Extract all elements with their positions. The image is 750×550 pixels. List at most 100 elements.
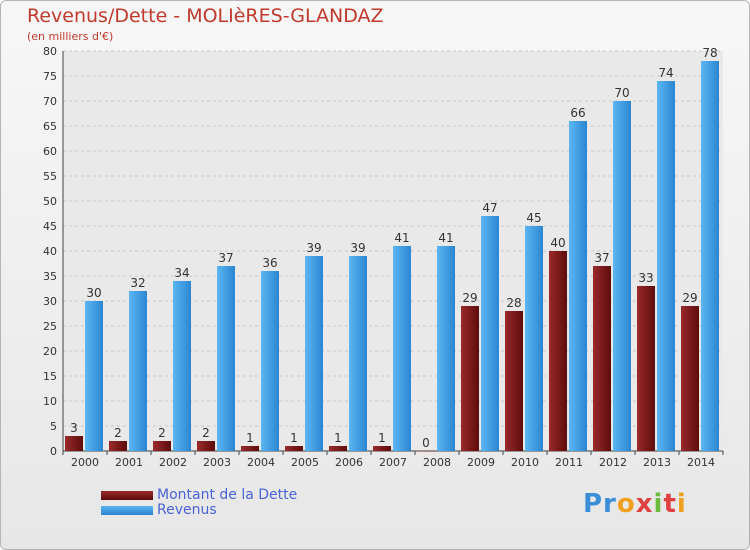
bar-revenus [129,291,147,451]
legend-swatch-dette [101,490,153,500]
data-label-revenus: 39 [350,241,365,255]
x-tick-label: 2013 [643,456,671,469]
data-label-revenus: 70 [614,86,629,100]
data-label-revenus: 78 [702,46,717,60]
bar-revenus [525,226,543,451]
y-tick-label: 70 [43,95,57,108]
y-tick-label: 30 [43,295,57,308]
bar-dette [637,286,655,451]
x-tick-label: 2000 [71,456,99,469]
y-tick-label: 35 [43,270,57,283]
x-tick-label: 2014 [687,456,715,469]
chart-subtitle: (en milliers d'€) [27,30,114,43]
data-label-revenus: 36 [262,256,277,270]
y-tick-label: 20 [43,345,57,358]
x-tick-label: 2001 [115,456,143,469]
bar-dette [285,446,303,451]
bar-dette [153,441,171,451]
y-tick-label: 40 [43,245,57,258]
x-tick-label: 2005 [291,456,319,469]
data-label-dette: 33 [638,271,653,285]
bar-dette [109,441,127,451]
data-label-revenus: 47 [482,201,497,215]
data-label-dette: 37 [594,251,609,265]
data-label-revenus: 37 [218,251,233,265]
y-tick-label: 65 [43,120,57,133]
bar-dette [461,306,479,451]
y-tick-label: 0 [50,445,57,458]
y-tick-label: 10 [43,395,57,408]
bar-revenus [393,246,411,451]
bar-revenus [701,61,719,451]
bar-dette [505,311,523,451]
chart-title: Revenus/Dette - MOLIèRES-GLANDAZ [27,5,384,27]
y-tick-label: 80 [43,45,57,58]
bar-dette [65,436,83,451]
data-label-dette: 2 [202,426,210,440]
y-tick-label: 50 [43,195,57,208]
bar-revenus [85,301,103,451]
y-tick-label: 45 [43,220,57,233]
data-label-dette: 2 [158,426,166,440]
bar-revenus [349,256,367,451]
bar-dette [417,451,435,452]
data-label-dette: 0 [422,436,430,450]
proxiti-logo: Proxiti [583,489,687,519]
bar-revenus [437,246,455,451]
y-tick-label: 15 [43,370,57,383]
bar-revenus [217,266,235,451]
bar-revenus [657,81,675,451]
bar-dette [373,446,391,451]
data-label-revenus: 41 [438,231,453,245]
y-tick-label: 5 [50,420,57,433]
y-tick-label: 55 [43,170,57,183]
bar-dette [329,446,347,451]
bar-revenus [173,281,191,451]
data-label-revenus: 41 [394,231,409,245]
bar-revenus [305,256,323,451]
data-label-revenus: 34 [174,266,189,280]
data-label-revenus: 66 [570,106,585,120]
bar-dette [549,251,567,451]
bar-revenus [569,121,587,451]
legend-swatch-revenus [101,505,153,515]
y-tick-label: 75 [43,70,57,83]
bar-dette [197,441,215,451]
bar-revenus [481,216,499,451]
x-tick-label: 2004 [247,456,275,469]
data-label-revenus: 30 [86,286,101,300]
y-tick-label: 25 [43,320,57,333]
data-label-dette: 1 [334,431,342,445]
data-label-dette: 28 [506,296,521,310]
x-tick-label: 2012 [599,456,627,469]
data-label-dette: 3 [70,421,78,435]
legend-item-dette: Montant de la Dette [101,487,297,503]
x-tick-label: 2006 [335,456,363,469]
data-label-dette: 40 [550,236,565,250]
x-tick-label: 2008 [423,456,451,469]
x-tick-label: 2009 [467,456,495,469]
legend-label-revenus: Revenus [157,502,217,518]
data-label-dette: 2 [114,426,122,440]
bar-dette [241,446,259,451]
data-label-dette: 1 [246,431,254,445]
x-tick-label: 2007 [379,456,407,469]
y-tick-label: 60 [43,145,57,158]
data-label-revenus: 74 [658,66,673,80]
x-tick-label: 2010 [511,456,539,469]
data-label-revenus: 39 [306,241,321,255]
x-tick-label: 2003 [203,456,231,469]
x-tick-label: 2002 [159,456,187,469]
data-label-dette: 1 [290,431,298,445]
data-label-dette: 29 [462,291,477,305]
bar-dette [681,306,699,451]
legend-label-dette: Montant de la Dette [157,487,298,503]
data-label-dette: 29 [682,291,697,305]
bar-revenus [613,101,631,451]
data-label-revenus: 45 [526,211,541,225]
x-tick-label: 2011 [555,456,583,469]
bar-revenus [261,271,279,451]
data-label-revenus: 32 [130,276,145,290]
